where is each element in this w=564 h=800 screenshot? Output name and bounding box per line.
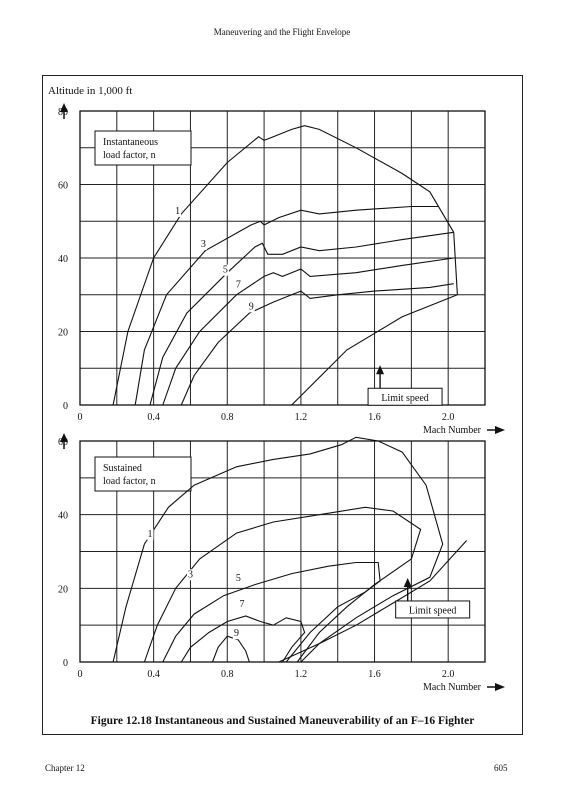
chart2-series-label-halo: [234, 572, 242, 584]
chart1-series-label-halo: [247, 301, 255, 313]
running-head: Maneuvering and the Flight Envelope: [213, 27, 351, 37]
chart1-plot-frame: [79, 110, 486, 406]
chart2-series-n9: [211, 635, 250, 663]
chart2-limit-speed-arrow-head: [403, 577, 412, 587]
chart1-series-label-n7: 7: [236, 279, 241, 290]
chart1-y-arrow-head: [60, 103, 68, 112]
chart1-series-label-n3: 3: [201, 239, 206, 250]
figure-frame: [42, 75, 523, 735]
chart1-load-factor-box: [94, 130, 192, 166]
chart2-x-tick-label: 1.6: [368, 669, 381, 680]
chart1-series-label-n9: 9: [249, 301, 254, 312]
chart1-series-n3: [134, 205, 439, 406]
chart2-series-label-n5: 5: [236, 573, 241, 584]
chart1-series-n5: [149, 231, 454, 406]
chart1-y-tick-label: 20: [58, 328, 68, 339]
chart1-series-label-halo: [174, 205, 182, 217]
chart2-x-tick-label: 0: [78, 669, 83, 680]
chart2-x-tick-label: 1.2: [295, 669, 308, 680]
chart2-x-tick-label: 0.8: [221, 669, 234, 680]
chart1-x-tick-label: 0: [78, 412, 83, 423]
chart1-series-label-halo: [199, 238, 207, 250]
chart2-x-tick-label: 2.0: [442, 669, 455, 680]
chart2-limit-speed-line: [278, 540, 468, 663]
chart2-series-n7: [180, 615, 306, 663]
chart2-series-label-n3: 3: [188, 569, 193, 580]
chart1-series-label-halo: [234, 279, 242, 291]
chart1-x-tick-label: 0.8: [221, 412, 234, 423]
chart1-limit-speed-line: [291, 294, 458, 406]
chart1-series-label-n5: 5: [223, 265, 228, 276]
chart1-x-arrow-head: [495, 426, 505, 434]
chart2-series-label-n7: 7: [240, 599, 245, 610]
chart1-limit-speed-label: Limit speed: [381, 393, 429, 404]
chart1-y-tick-label: 80: [58, 107, 68, 118]
chart2-y-tick-label: 40: [58, 511, 68, 522]
chart2-series-label-n9: 9: [234, 628, 239, 639]
chart1-load-factor-label: load factor, n: [103, 150, 156, 161]
chart1-x-tick-label: 1.6: [368, 412, 381, 423]
chart1-series-label-n1: 1: [175, 206, 180, 217]
chart2-x-arrow-head: [495, 683, 505, 691]
chart2-y-tick-label: 20: [58, 584, 68, 595]
chart2-y-tick-label: 0: [63, 658, 68, 669]
chart1-series-n9: [180, 283, 454, 406]
chart1-x-tick-label: 0.4: [147, 412, 160, 423]
chart2-load-factor-label: load factor, n: [103, 476, 156, 487]
chart1-limit-speed-box: [367, 387, 443, 406]
footer-chapter: Chapter 12: [45, 763, 85, 773]
chart2-load-factor-label: Sustained: [103, 463, 142, 474]
chart2-y-arrow-head: [60, 433, 68, 442]
chart2-series-label-halo: [186, 569, 194, 581]
footer-page-number: 605: [494, 763, 508, 773]
chart2-series-n5: [162, 561, 381, 663]
chart2-y-tick-label: 60: [58, 437, 68, 448]
figure-caption: Figure 12.18 Instantaneous and Sustained…: [90, 715, 475, 727]
chart2-series-label-halo: [146, 528, 154, 540]
chart1-series-label-halo: [221, 264, 229, 276]
chart1-envelope-boundary: [453, 232, 458, 295]
chart1-y-tick-label: 40: [58, 254, 68, 265]
chart2-series-n3: [143, 506, 422, 663]
chart2-limit-speed-box: [395, 600, 471, 619]
chart1-load-factor-label: Instantaneous: [103, 137, 158, 148]
chart1-x-tick-label: 1.2: [295, 412, 308, 423]
chart1-y-axis-label: Altitude in 1,000 ft: [48, 85, 132, 97]
chart1-x-tick-label: 2.0: [442, 412, 455, 423]
chart2-limit-speed-label: Limit speed: [409, 605, 457, 616]
chart2-series-label-halo: [232, 628, 240, 640]
chart1-series-n1: [112, 125, 455, 406]
chart2-series-label-halo: [238, 598, 246, 610]
chart1-y-tick-label: 0: [63, 401, 68, 412]
chart2-x-tick-label: 0.4: [147, 669, 160, 680]
chart2-x-axis-label: Mach Number: [423, 682, 482, 693]
chart1-x-axis-label: Mach Number: [423, 425, 482, 436]
chart2-series-n1: [112, 436, 444, 663]
chart2-series-label-n1: 1: [147, 529, 152, 540]
chart2-load-factor-box: [94, 456, 192, 492]
chart1-series-n7: [162, 257, 454, 406]
chart1-y-tick-label: 60: [58, 181, 68, 192]
chart1-limit-speed-arrow-head: [376, 365, 385, 375]
